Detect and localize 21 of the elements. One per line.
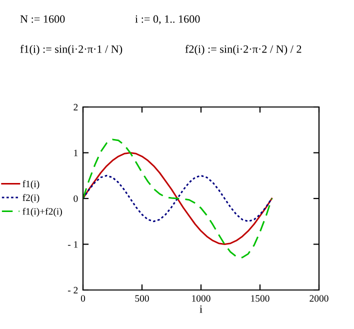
line-series (83, 174, 273, 222)
legend-label: f2(i) (22, 194, 40, 203)
x-tick-label: 500 (135, 295, 149, 302)
legend-label: f1(i)+f2(i) (22, 208, 62, 217)
x-tick-label: 0 (80, 295, 86, 302)
y-tick-label: - 1 (68, 241, 78, 248)
x-tick-label: 1000 (192, 295, 210, 302)
y-tick-label: - 2 (68, 286, 78, 294)
legend-label: f1(i) (22, 180, 40, 190)
text: f1(i) := sin(i·2·π·1 / N) (20, 44, 122, 56)
x-axis-title: i (200, 305, 202, 313)
text: i := 0, 1.. 1600 (135, 15, 200, 24)
x-tick-label: 2000 (310, 295, 328, 302)
line-series (83, 152, 273, 246)
line-series (83, 138, 273, 258)
y-tick-label: 2 (74, 104, 78, 110)
y-tick-label: 0 (74, 195, 78, 202)
x-tick-label: 1500 (251, 295, 270, 302)
text: N := 1600 (20, 15, 65, 23)
text: f2(i) := sin(i·2·π·2 / N) / 2 (185, 44, 302, 56)
y-tick-label: 1 (74, 150, 78, 156)
